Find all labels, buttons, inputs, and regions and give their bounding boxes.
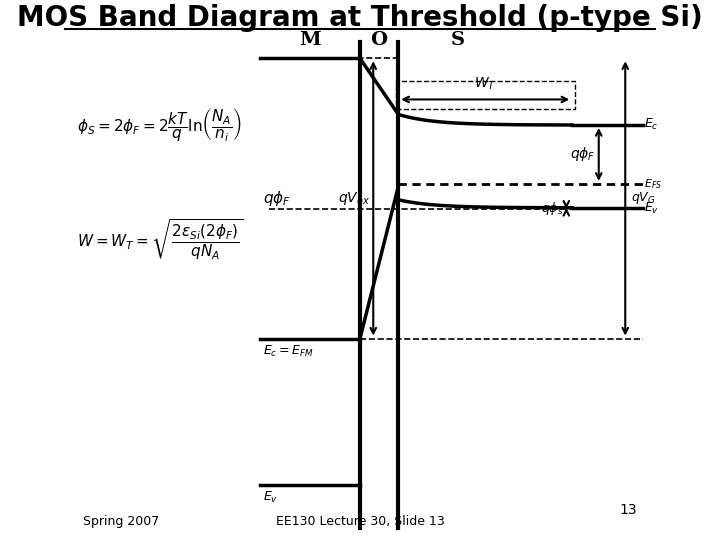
Text: S: S: [450, 31, 464, 49]
Text: Spring 2007: Spring 2007: [83, 515, 159, 528]
Text: O: O: [371, 31, 388, 49]
Text: $qV_G$: $qV_G$: [631, 191, 656, 206]
Text: $E_{FS}$: $E_{FS}$: [644, 177, 662, 191]
Text: $E_v$: $E_v$: [644, 201, 660, 217]
Text: $W_T$: $W_T$: [474, 75, 496, 92]
Text: M: M: [299, 31, 320, 49]
Bar: [396, 82, 575, 109]
Text: $\phi_S = 2\phi_F = 2\dfrac{kT}{q}\ln\!\left(\dfrac{N_A}{n_i}\right)$: $\phi_S = 2\phi_F = 2\dfrac{kT}{q}\ln\!\…: [77, 106, 242, 144]
Text: EE130 Lecture 30, Slide 13: EE130 Lecture 30, Slide 13: [276, 515, 444, 528]
Text: $q\phi_F$: $q\phi_F$: [263, 189, 291, 208]
Text: $q\phi_s$: $q\phi_s$: [541, 200, 563, 217]
Text: $E_v$: $E_v$: [263, 489, 278, 504]
Text: $E_c$: $E_c$: [644, 117, 659, 132]
Text: $qV_{ox}$: $qV_{ox}$: [338, 190, 370, 207]
Text: $q\phi_F$: $q\phi_F$: [570, 145, 595, 164]
Text: $W = W_T = \sqrt{\dfrac{2\varepsilon_{Si}(2\phi_F)}{qN_A}}$: $W = W_T = \sqrt{\dfrac{2\varepsilon_{Si…: [77, 218, 243, 262]
Text: MOS Band Diagram at Threshold (p-type Si): MOS Band Diagram at Threshold (p-type Si…: [17, 4, 703, 32]
Text: 13: 13: [619, 503, 637, 517]
Text: $E_c = E_{FM}$: $E_c = E_{FM}$: [263, 345, 313, 360]
